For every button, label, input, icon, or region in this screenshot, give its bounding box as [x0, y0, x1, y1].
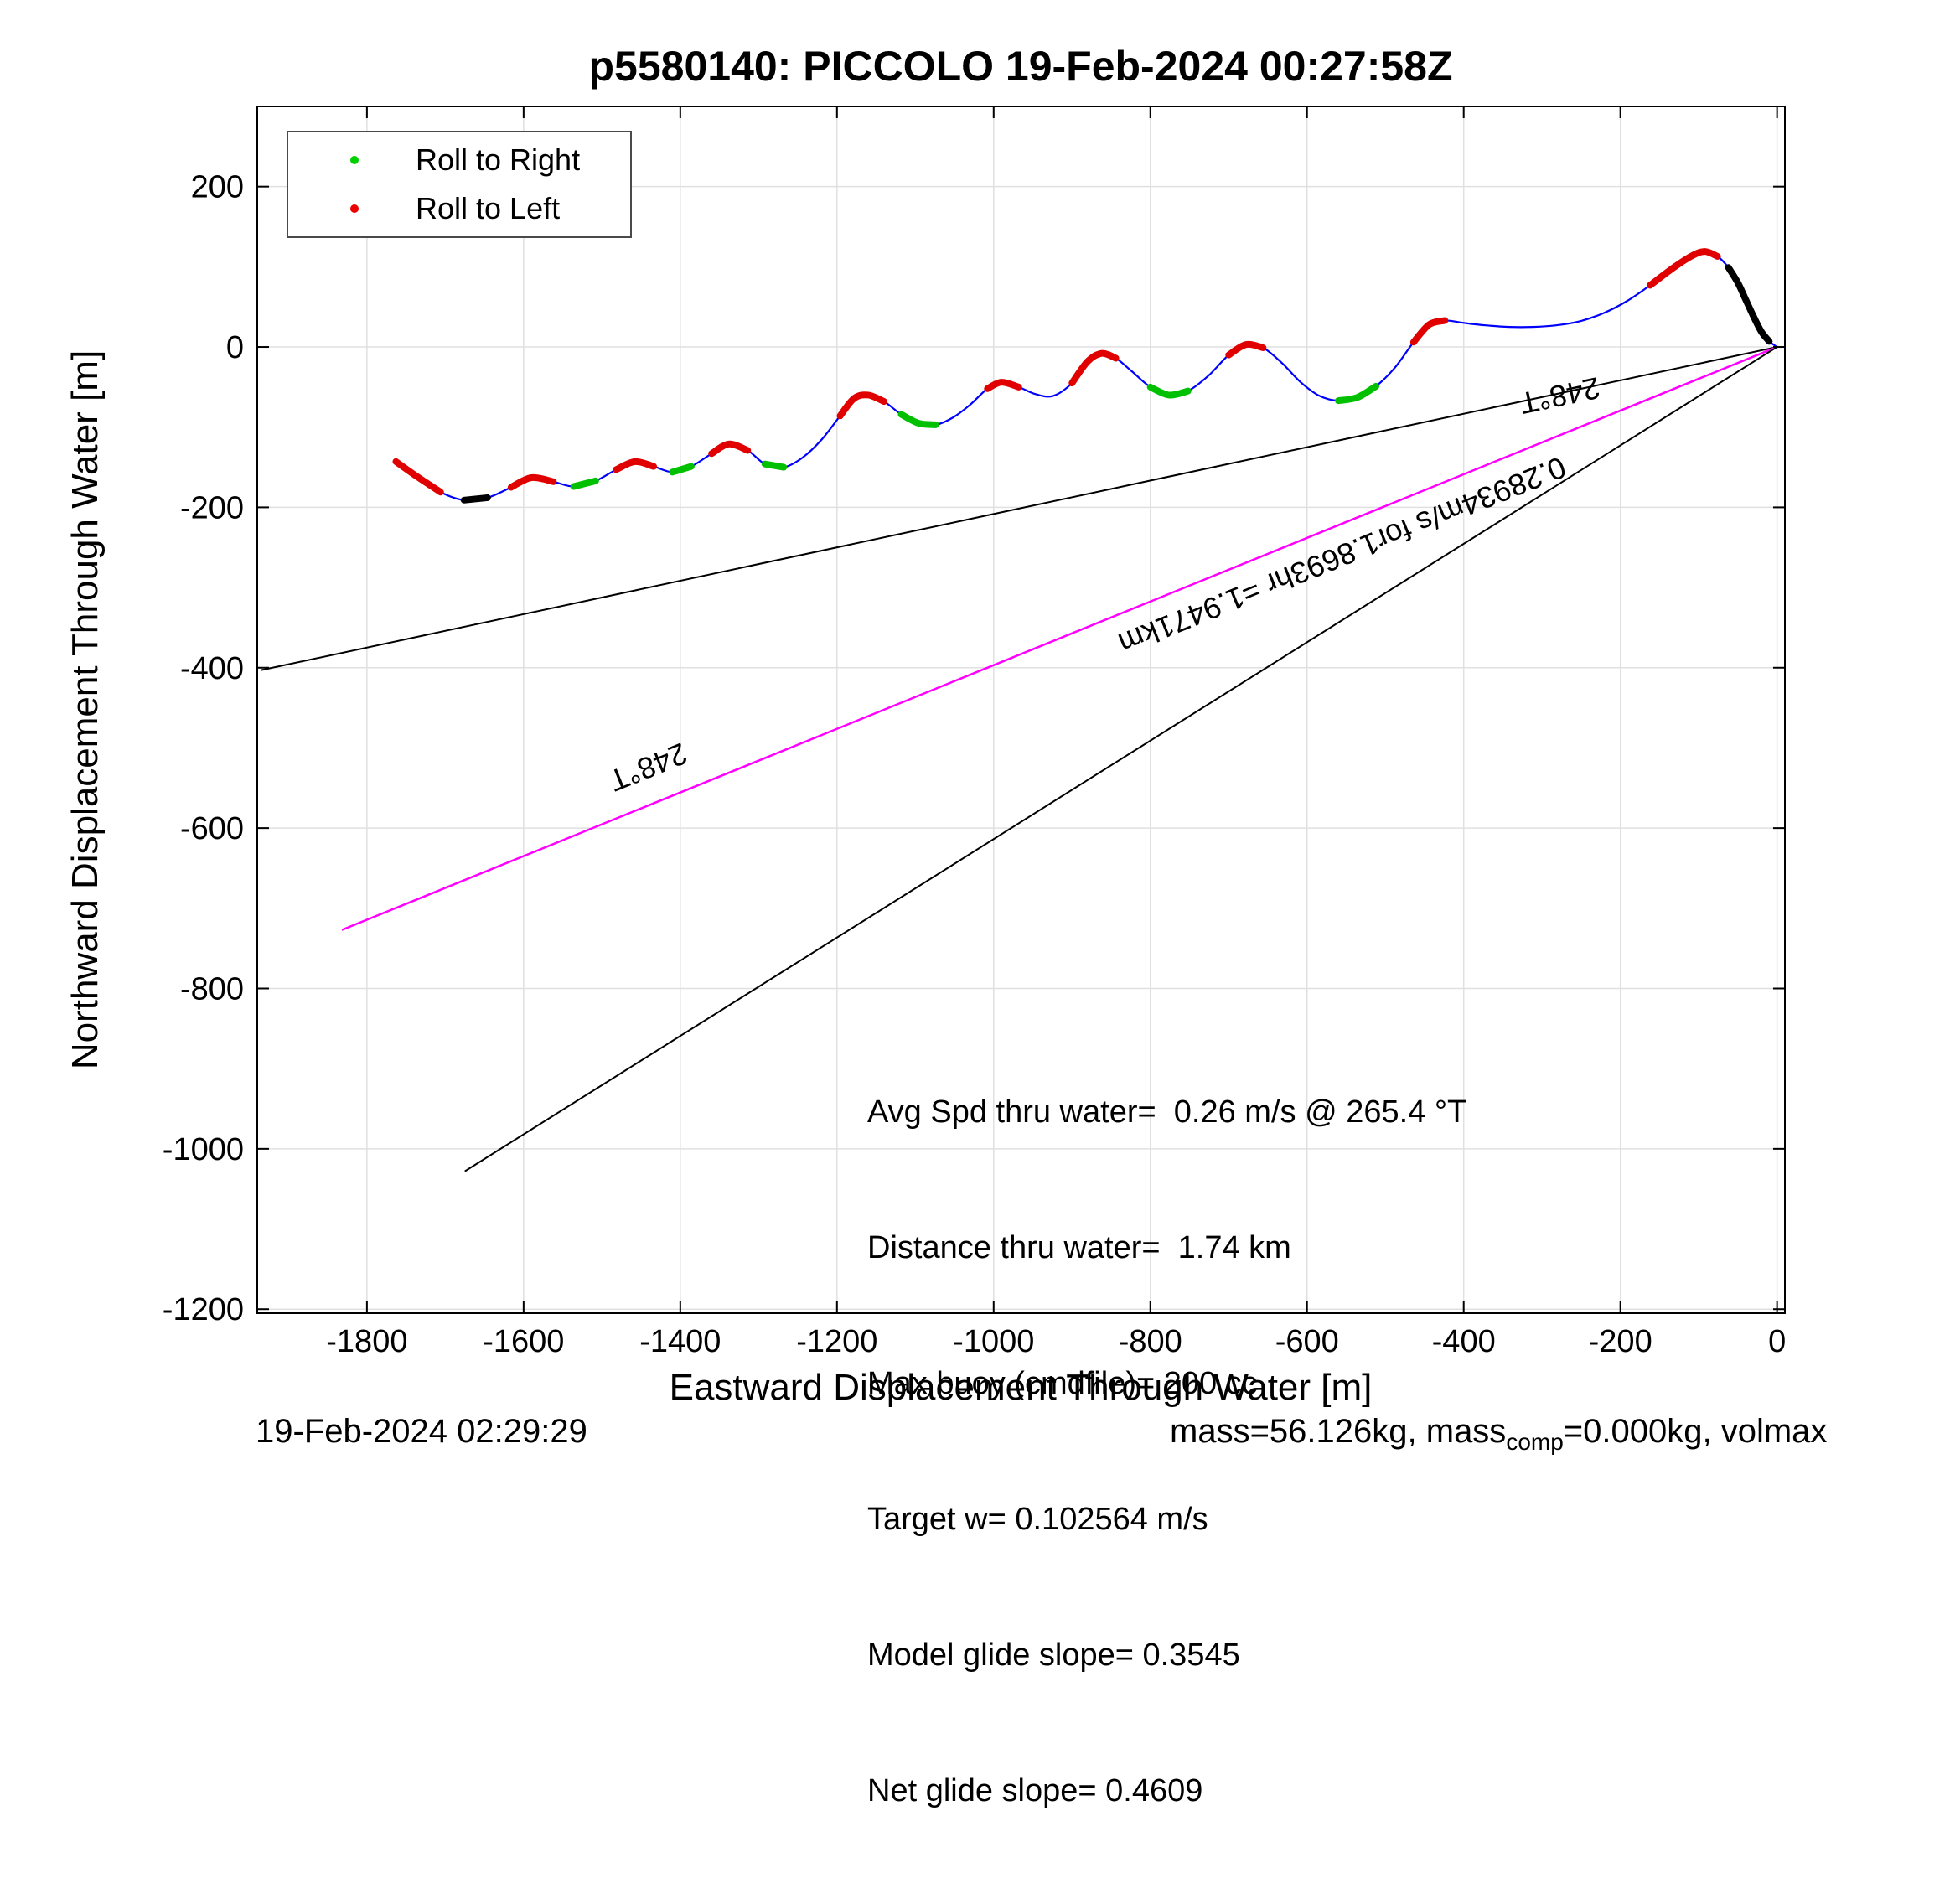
trajectory-roll-segment: [897, 411, 939, 428]
roll-left-dot-icon: [350, 204, 359, 213]
stat-net-glide: Net glide slope= 0.4609: [867, 1773, 1203, 1808]
trajectory-roll-segment: [1068, 349, 1120, 387]
legend-label: Roll to Right: [416, 142, 581, 177]
bearing-line: [464, 346, 1778, 1172]
x-axis-label: Eastward Displacement Through Water [m]: [670, 1367, 1373, 1408]
legend-item-roll-to-left: Roll to Left: [288, 190, 630, 227]
figure-title: p5580140: PICCOLO 19-Feb-2024 00:27:58Z: [588, 43, 1452, 90]
trajectory-path: [395, 251, 1778, 502]
x-tick-label: 0: [1768, 1324, 1786, 1359]
trajectory-roll-segment: [570, 477, 599, 490]
legend: Roll to Right Roll to Left: [287, 131, 632, 238]
plot-generated-timestamp: 19-Feb-2024 02:29:29: [256, 1413, 587, 1450]
mass-info-pre: mass=56.126kg, mass: [1170, 1413, 1507, 1450]
trajectory-roll-segment: [1146, 383, 1192, 399]
stat-model-glide: Model glide slope= 0.3545: [867, 1638, 1240, 1673]
stat-max-buoy: Max buoy (cmdfile)= 200 cc: [867, 1366, 1258, 1401]
bearing-line-label: 248°T: [1517, 370, 1603, 421]
x-tick-label: -200: [1589, 1324, 1652, 1359]
mass-info-subscript: comp: [1506, 1429, 1564, 1455]
glider-displacement-figure: p5580140: PICCOLO 19-Feb-2024 00:27:58Z …: [65, 43, 1827, 1808]
y-tick-label: 0: [226, 330, 244, 365]
y-tick-label: -200: [180, 490, 244, 525]
trajectory-roll-segment: [669, 463, 695, 476]
bearing-line-label: 0.28934m/s for1.8693hr =1.9471km: [1114, 450, 1570, 661]
trajectory-roll-segment: [708, 440, 752, 458]
trajectory-roll-segment: [392, 458, 444, 496]
trajectory-roll-segment: [761, 460, 788, 471]
x-tick-label: -800: [1119, 1324, 1182, 1359]
trajectory-roll-segment: [1647, 248, 1721, 289]
trajectory-roll-segment: [460, 494, 491, 504]
trajectory-roll-segment: [1225, 340, 1267, 359]
x-tick-label: -1200: [796, 1324, 877, 1359]
trajectory-roll-segment: [1409, 317, 1449, 346]
y-axis-label: Northward Displacement Through Water [m]: [65, 350, 106, 1069]
bearing-line: [341, 345, 1778, 931]
y-tick-label: -1200: [163, 1292, 244, 1327]
y-tick-label: -1000: [163, 1132, 244, 1167]
mass-info-text: mass=56.126kg, masscomp=0.000kg, volmax: [1170, 1413, 1827, 1456]
mass-info-post: =0.000kg, volmax: [1563, 1413, 1828, 1450]
stat-distance: Distance thru water= 1.74 km: [867, 1230, 1291, 1265]
x-tick-label: -1400: [639, 1324, 721, 1359]
plot-border: [256, 106, 1786, 1314]
legend-item-roll-to-right: Roll to Right: [288, 142, 630, 178]
y-tick-label: -800: [180, 971, 244, 1006]
trajectory-roll-segment: [984, 379, 1022, 392]
plot-canvas: p5580140: PICCOLO 19-Feb-2024 00:27:58Z …: [65, 43, 1786, 1408]
x-tick-label: -400: [1432, 1324, 1496, 1359]
bearing-line-label: 248°T: [604, 736, 692, 798]
y-tick-label: -400: [180, 651, 244, 686]
trajectory-roll-segment: [836, 391, 887, 420]
x-tick-label: -600: [1275, 1324, 1339, 1359]
y-tick-label: -600: [180, 811, 244, 846]
bearing-line: [261, 346, 1777, 671]
x-tick-label: -1600: [483, 1324, 564, 1359]
x-tick-label: -1000: [953, 1324, 1034, 1359]
roll-right-dot-icon: [350, 156, 359, 164]
stat-avg-speed: Avg Spd thru water= 0.26 m/s @ 265.4 °T: [867, 1094, 1467, 1130]
legend-label: Roll to Left: [416, 191, 561, 225]
trajectory-roll-segment: [613, 458, 658, 473]
trajectory-roll-segment: [507, 473, 557, 491]
y-tick-label: 200: [191, 170, 244, 205]
stat-target-w: Target w= 0.102564 m/s: [867, 1502, 1208, 1537]
trajectory-roll-segment: [1725, 264, 1773, 345]
x-tick-label: -1800: [326, 1324, 407, 1359]
trajectory-roll-segment: [1335, 382, 1379, 405]
